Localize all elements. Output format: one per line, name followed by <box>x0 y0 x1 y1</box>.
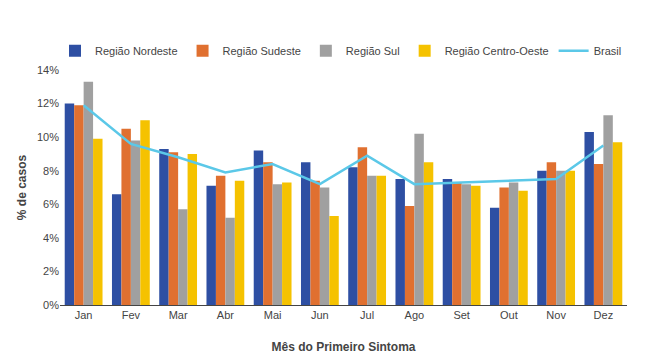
svg-text:% de casos: % de casos <box>15 154 29 220</box>
svg-text:Nov: Nov <box>546 309 566 321</box>
svg-text:Mar: Mar <box>169 309 188 321</box>
svg-text:Região Sudeste: Região Sudeste <box>223 45 301 57</box>
svg-text:Set: Set <box>453 309 470 321</box>
svg-text:Jun: Jun <box>311 309 329 321</box>
svg-text:Jan: Jan <box>75 309 93 321</box>
svg-text:Jul: Jul <box>360 309 374 321</box>
svg-text:Dez: Dez <box>594 309 614 321</box>
svg-text:12%: 12% <box>37 97 59 109</box>
svg-text:Brasil: Brasil <box>594 45 622 57</box>
svg-text:14%: 14% <box>37 64 59 76</box>
svg-text:Out: Out <box>500 309 518 321</box>
svg-text:2%: 2% <box>43 265 59 277</box>
svg-text:6%: 6% <box>43 198 59 210</box>
svg-text:0%: 0% <box>43 299 59 311</box>
svg-text:8%: 8% <box>43 165 59 177</box>
svg-text:10%: 10% <box>37 131 59 143</box>
svg-text:Mai: Mai <box>264 309 282 321</box>
svg-text:Região Nordeste: Região Nordeste <box>95 45 178 57</box>
svg-text:Abr: Abr <box>217 309 234 321</box>
svg-text:Ago: Ago <box>405 309 425 321</box>
svg-text:Região Centro-Oeste: Região Centro-Oeste <box>445 45 549 57</box>
svg-text:Fev: Fev <box>122 309 141 321</box>
svg-text:Mês do Primeiro Sintoma: Mês do Primeiro Sintoma <box>271 340 415 354</box>
svg-text:4%: 4% <box>43 232 59 244</box>
svg-text:Região Sul: Região Sul <box>346 45 400 57</box>
